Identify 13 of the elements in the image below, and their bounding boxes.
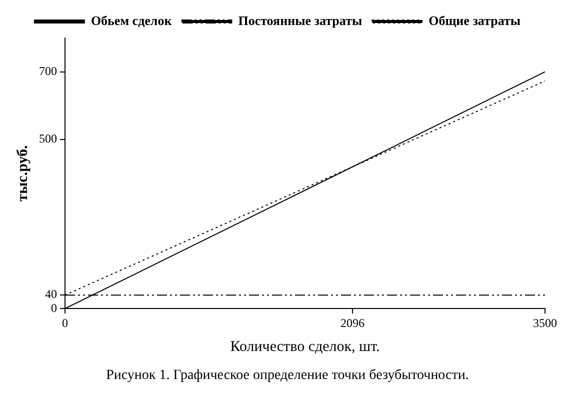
y-tick-label: 0: [51, 300, 57, 315]
legend-label: Общие затраты: [428, 12, 521, 28]
y-tick-label: 40: [45, 287, 57, 302]
x-tick-label: 2096: [340, 316, 364, 330]
legend-label: Постоянные затраты: [238, 12, 362, 28]
y-tick-label: 500: [39, 132, 57, 146]
y-tick-label: 700: [39, 64, 57, 78]
x-tick-label: 3500: [533, 316, 557, 330]
x-tick-label: 0: [62, 316, 68, 330]
x-axis-title: Количество сделок, шт.: [230, 338, 380, 355]
y-axis-title: тыс.руб.: [14, 144, 31, 202]
text: Рисунок 1. Графическое определение точки безубыточности.: [105, 368, 470, 384]
legend-label: Обьем сделок: [90, 12, 172, 28]
